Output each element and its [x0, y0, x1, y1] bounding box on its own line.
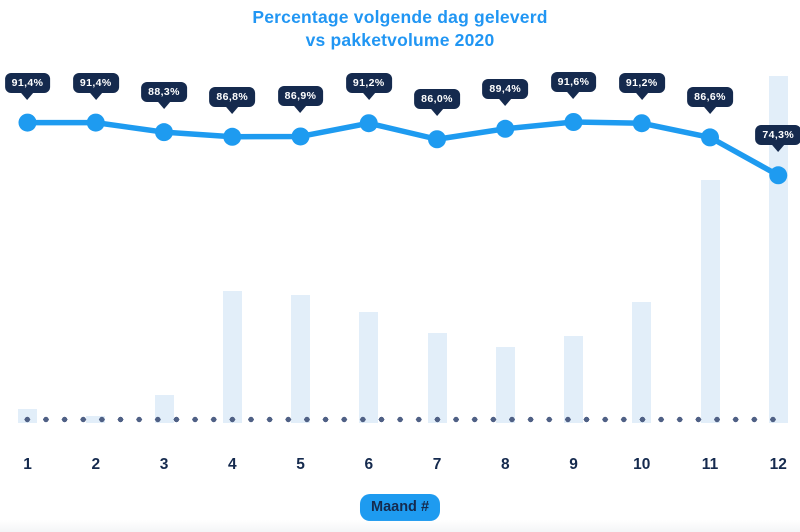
data-point-month-2 [86, 113, 105, 132]
point-label-month-4: 86,8% [209, 86, 256, 107]
x-axis-label-month-5: 5 [296, 456, 305, 473]
data-point-month-5 [291, 127, 310, 146]
data-point-month-6 [359, 114, 378, 133]
point-label-month-8: 89,4% [482, 78, 529, 99]
volume-bar-month-9 [564, 336, 583, 423]
x-axis-label-month-8: 8 [500, 456, 510, 473]
volume-bar-month-10 [632, 301, 652, 423]
volume-bar-month-7 [427, 332, 447, 423]
data-point-month-4 [223, 127, 242, 146]
data-point-month-9 [564, 113, 583, 131]
x-axis-title-badge: Maand # [359, 494, 441, 521]
point-label-month-7: 86,0% [414, 89, 460, 110]
x-axis-title: Maand # [370, 499, 430, 515]
x-axis-label-month-9: 9 [569, 456, 578, 473]
chart-title: Percentage volgende dag geleverd vs pakk… [0, 6, 800, 52]
point-label-month-11: 86,6% [687, 87, 733, 108]
percentage-line [24, 119, 781, 179]
x-axis-label-month-12: 12 [769, 456, 787, 473]
volume-bar-month-8 [495, 346, 515, 423]
data-point-month-11 [701, 128, 719, 147]
point-label-month-3: 88,3% [141, 82, 187, 103]
x-axis-label-month-10: 10 [633, 456, 651, 473]
x-axis-label-month-7: 7 [432, 456, 442, 473]
chart-title-line2: vs pakketvolume 2020 [305, 30, 495, 50]
data-point-month-10 [632, 114, 651, 133]
data-point-month-1 [18, 113, 37, 132]
chart-title-line1: Percentage volgende dag geleverd [252, 7, 548, 27]
x-axis-label-month-2: 2 [91, 456, 101, 473]
point-label-month-2: 91,4% [72, 72, 119, 93]
dotted-baseline [18, 416, 783, 423]
volume-bar-month-4 [222, 291, 242, 423]
volume-bar-month-11 [700, 180, 720, 423]
point-label-month-5: 86,9% [277, 86, 324, 107]
volume-bar-month-5 [291, 294, 310, 423]
x-axis-label-month-3: 3 [159, 456, 169, 473]
x-axis-label-month-4: 4 [227, 456, 237, 473]
x-axis-label-month-6: 6 [364, 456, 374, 473]
bottom-fade [0, 520, 800, 532]
point-label-month-12: 74,3% [755, 125, 800, 146]
data-point-month-3 [155, 123, 173, 142]
volume-bar-month-6 [359, 311, 379, 423]
point-label-month-1: 91,4% [4, 72, 51, 93]
x-axis-label-month-1: 1 [23, 456, 32, 473]
data-point-month-8 [496, 119, 515, 138]
data-point-month-7 [428, 130, 446, 149]
x-axis-label-month-11: 11 [701, 456, 719, 473]
point-label-month-6: 91,2% [345, 73, 392, 94]
point-label-month-9: 91,6% [550, 72, 597, 92]
point-label-month-10: 91,2% [618, 73, 665, 94]
